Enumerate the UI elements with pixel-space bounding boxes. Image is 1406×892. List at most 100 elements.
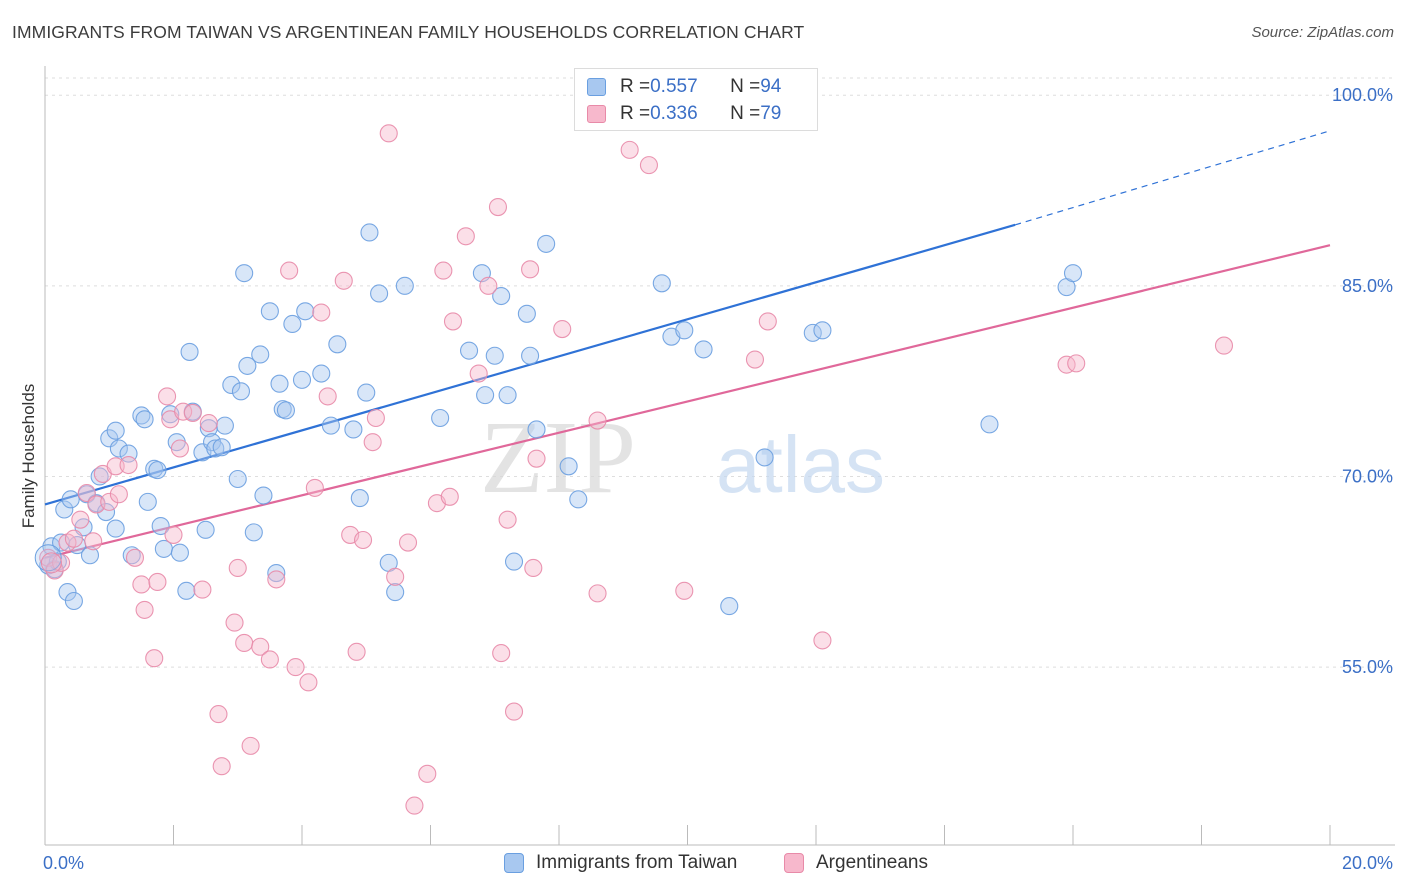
data-point	[96, 503, 116, 522]
x-tick-label: 0.0%	[43, 853, 84, 873]
data-point	[71, 510, 90, 529]
data-point	[639, 156, 659, 175]
data-point	[170, 439, 189, 458]
legend-n-label: N =	[730, 103, 761, 124]
legend-r-label: R =	[620, 103, 651, 124]
trend-lines	[44, 130, 1331, 559]
data-point	[170, 543, 189, 562]
data-point	[286, 658, 305, 677]
axes	[44, 66, 1395, 846]
data-points	[34, 124, 1234, 815]
data-point	[321, 416, 340, 435]
data-point	[456, 227, 475, 246]
data-point	[61, 490, 80, 509]
data-point	[360, 223, 379, 242]
data-point	[145, 649, 164, 668]
data-point	[138, 492, 157, 511]
data-point	[553, 320, 572, 339]
data-point	[813, 321, 832, 340]
data-point	[64, 591, 83, 611]
data-point	[90, 467, 109, 486]
data-point	[569, 490, 588, 509]
data-point	[312, 303, 331, 322]
data-point	[492, 286, 511, 306]
data-point	[158, 387, 177, 406]
data-point	[504, 552, 524, 571]
data-point	[398, 533, 418, 552]
legend-r-label: R =	[620, 76, 651, 97]
data-point	[122, 546, 141, 565]
legend-r-value: 0.336	[650, 103, 698, 124]
data-point	[755, 448, 774, 467]
data-point	[80, 546, 100, 565]
data-point	[132, 575, 151, 594]
data-point	[386, 583, 405, 602]
data-point	[40, 552, 62, 574]
data-point	[328, 335, 347, 354]
data-point	[109, 485, 128, 504]
data-point	[318, 387, 337, 406]
series-argentineans	[39, 124, 1234, 815]
data-point	[183, 403, 202, 422]
y-tick-label: 100.0%	[1332, 85, 1393, 105]
data-point	[135, 410, 154, 429]
data-point	[492, 644, 511, 663]
data-point	[347, 642, 366, 661]
data-point	[280, 261, 299, 280]
data-point	[260, 302, 279, 321]
data-point	[109, 439, 128, 458]
data-point	[1067, 354, 1086, 373]
data-point	[64, 529, 83, 548]
data-point	[521, 346, 540, 365]
axis-ticks	[44, 825, 1331, 845]
data-point	[206, 439, 225, 458]
data-point	[228, 558, 247, 578]
data-point	[366, 408, 385, 428]
data-point	[537, 234, 556, 253]
data-point	[235, 264, 254, 283]
data-point	[469, 364, 488, 383]
watermark-zip: ZIP	[480, 400, 636, 515]
legend-n-label: N =	[730, 76, 761, 97]
data-point	[517, 304, 536, 323]
data-point	[675, 321, 694, 340]
data-point	[440, 487, 459, 506]
bottom-legend-argentineans[interactable]: Argentineans	[784, 852, 928, 874]
data-point	[292, 370, 312, 389]
data-point	[228, 469, 247, 489]
data-point	[363, 433, 382, 452]
series-taiwan	[39, 223, 1083, 616]
data-point	[196, 520, 215, 539]
data-point	[193, 580, 212, 599]
data-point	[267, 570, 286, 589]
data-point	[485, 346, 504, 365]
data-point	[357, 383, 376, 402]
data-point	[813, 631, 832, 650]
legend-swatch-taiwan	[587, 78, 606, 96]
data-point	[244, 523, 263, 542]
data-point	[588, 584, 607, 603]
data-point	[559, 457, 578, 476]
data-point	[504, 702, 524, 721]
data-point	[276, 401, 295, 420]
data-point	[758, 312, 777, 331]
data-point	[405, 796, 424, 815]
data-point	[238, 356, 257, 375]
data-point	[212, 438, 231, 457]
data-point	[527, 449, 546, 468]
bottom-legend-label: Immigrants from Taiwan	[536, 852, 738, 873]
y-tick-label: 85.0%	[1342, 276, 1393, 296]
data-point	[251, 345, 270, 364]
legend-n-value: 79	[760, 103, 782, 124]
y-tick-label: 55.0%	[1342, 657, 1393, 677]
data-point	[148, 461, 167, 480]
data-point	[379, 124, 398, 143]
data-point	[231, 382, 251, 401]
data-point	[215, 416, 234, 435]
data-point	[225, 613, 244, 632]
data-point	[270, 374, 289, 393]
chart-title: IMMIGRANTS FROM TAIWAN VS ARGENTINEAN FA…	[12, 22, 805, 42]
data-point	[694, 340, 713, 359]
bottom-legend-taiwan[interactable]: Immigrants from Taiwan	[504, 852, 737, 874]
data-point	[180, 342, 199, 361]
